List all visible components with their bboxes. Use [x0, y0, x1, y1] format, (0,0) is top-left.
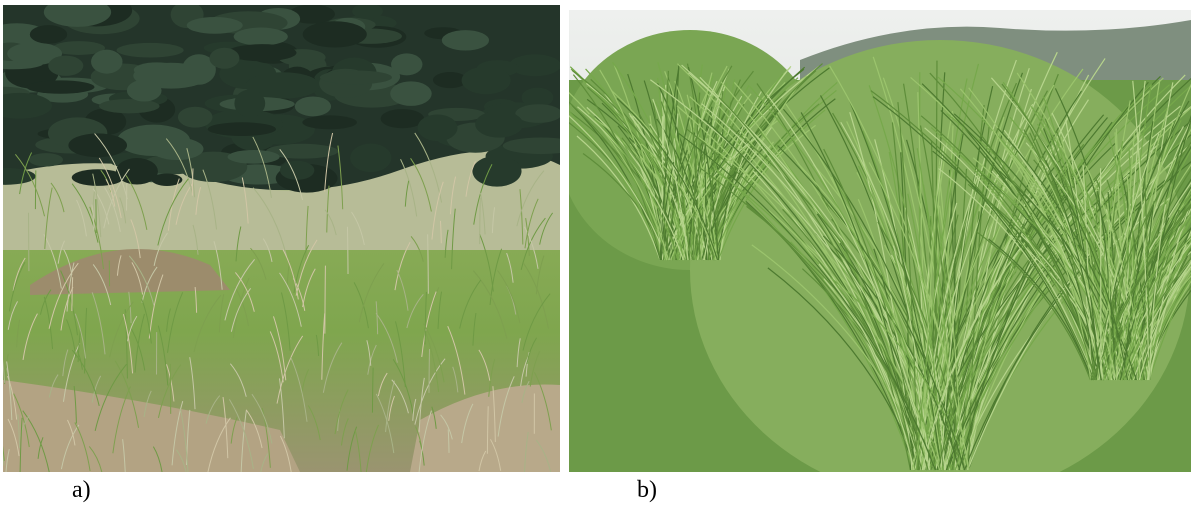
panel-label: b) [637, 478, 657, 502]
foliage [91, 50, 122, 74]
foliage [350, 144, 391, 173]
foliage [503, 137, 580, 154]
foliage [442, 30, 489, 50]
foliage [475, 111, 523, 138]
page: a) b) (() => { const data = JSON.parse(d… [0, 0, 1191, 508]
foliage [116, 158, 158, 184]
photo-a [0, 0, 579, 480]
foliage [48, 56, 83, 76]
foliage [391, 53, 422, 75]
foliage [417, 115, 457, 142]
foliage [515, 104, 562, 123]
foliage [352, 3, 383, 19]
foliage [228, 150, 280, 164]
foliage [117, 43, 184, 58]
foliage [187, 17, 243, 34]
grass-blade [429, 349, 430, 393]
foliage [208, 122, 276, 136]
foliage [303, 21, 367, 47]
foliage [234, 28, 288, 46]
photo-b [524, 10, 1191, 500]
foliage [30, 25, 67, 44]
foliage [151, 138, 204, 160]
grass-blade [192, 168, 193, 195]
foliage [29, 153, 63, 166]
foliage [280, 161, 314, 180]
grass-blade [347, 227, 348, 274]
foliage [302, 115, 357, 129]
foliage [381, 109, 424, 128]
foliage [178, 107, 213, 128]
foliage [27, 80, 95, 93]
figure [0, 0, 1191, 508]
grass-blade [325, 266, 326, 334]
foliage [390, 81, 431, 106]
panel-label: a) [72, 478, 91, 502]
foliage [209, 48, 239, 69]
foliage [462, 67, 511, 95]
foliage [99, 99, 160, 113]
foliage [472, 156, 521, 187]
foliage [127, 80, 162, 102]
foliage [320, 70, 392, 84]
foliage [234, 90, 265, 118]
foliage [295, 97, 331, 117]
